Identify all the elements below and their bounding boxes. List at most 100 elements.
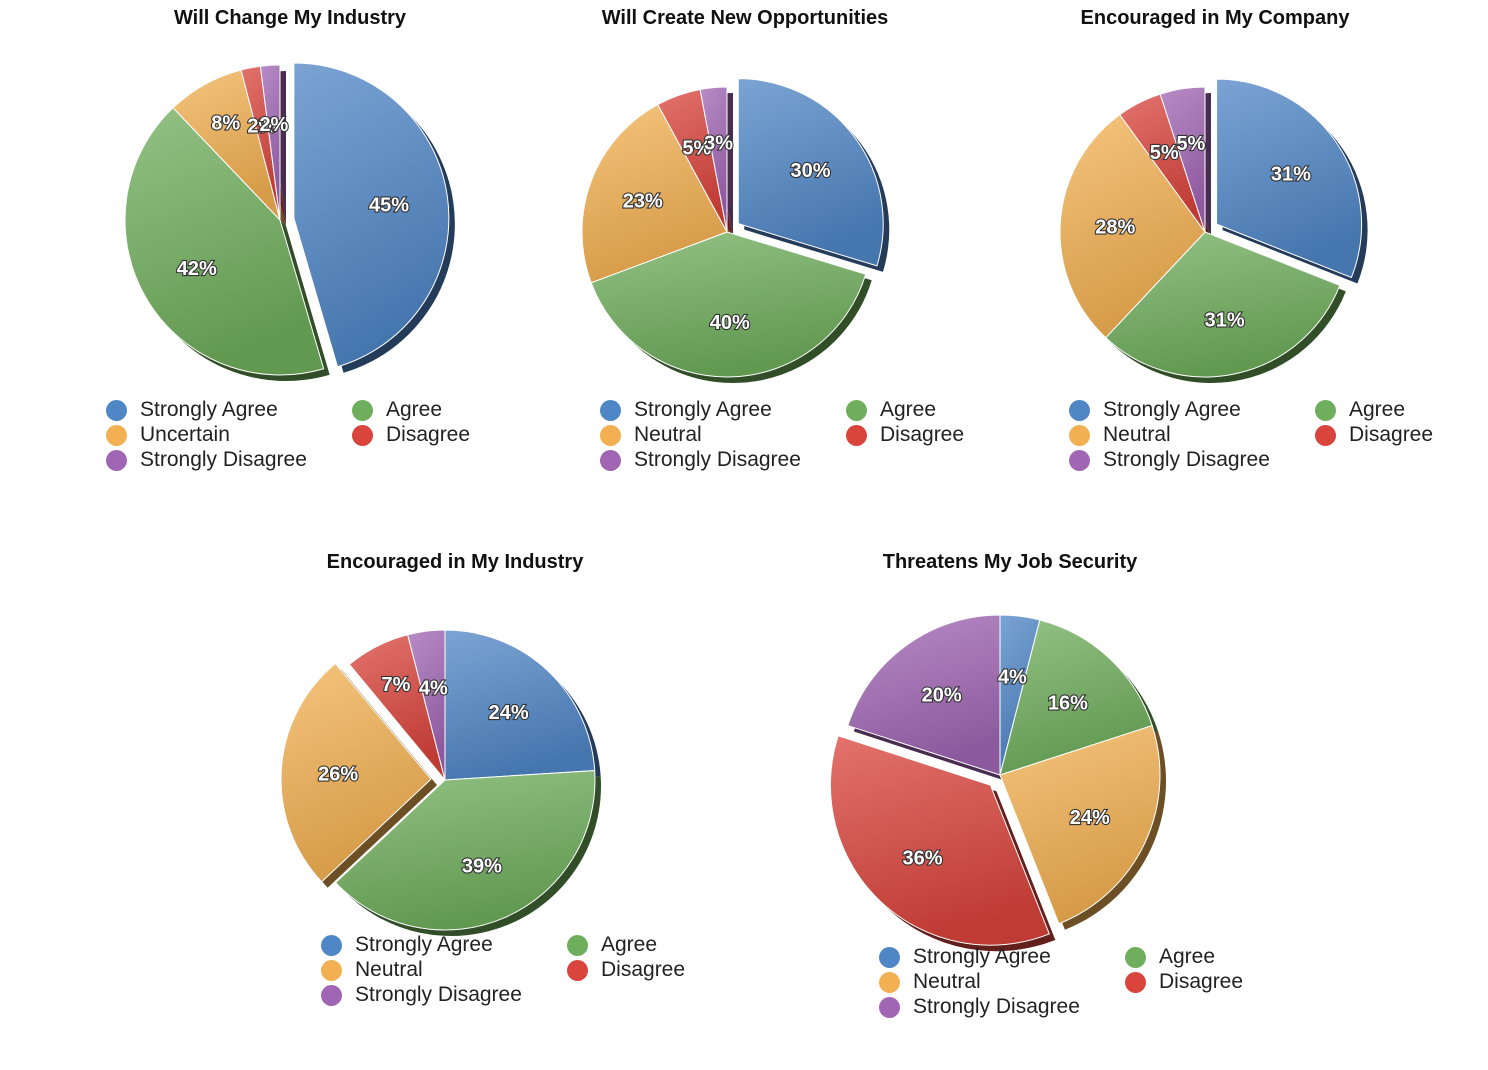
legend-dot-icon [1069, 424, 1090, 446]
legend-item-neutral: Neutral [321, 958, 423, 982]
legend-label: Strongly Disagree [1103, 448, 1270, 471]
chart-title: Will Change My Industry [173, 7, 407, 29]
legend-dot-icon [352, 424, 373, 446]
slice-strongly-disagree [847, 614, 1001, 776]
legend-label: Agree [386, 398, 443, 421]
legend-item-uncertain: Uncertain [106, 423, 230, 447]
slice-neutral [280, 662, 432, 883]
slice-label-strongly-agree: 45% [369, 194, 409, 216]
slice-label-agree: 39% [462, 855, 502, 877]
legend-dot-icon [879, 996, 900, 1018]
slice-strongly-disagree [699, 86, 728, 233]
slice-label-disagree: 2% [247, 116, 276, 138]
legend-dot-icon [1069, 449, 1090, 471]
slice-label-strongly-disagree: 3% [704, 133, 733, 155]
slice-agree [334, 770, 596, 931]
slice-label-strongly-disagree: 4% [419, 678, 448, 700]
legend-item-strongly-disagree: Strongly Disagree [1069, 448, 1270, 472]
legend-dot-icon [106, 449, 127, 471]
legend-label: Uncertain [140, 423, 230, 446]
legend-dot-icon [1069, 399, 1090, 421]
slice-label-neutral: 24% [1070, 807, 1110, 829]
legend-item-strongly-disagree: Strongly Disagree [600, 448, 801, 472]
legend-dot-icon [106, 424, 127, 446]
chart-title: Encouraged in My Industry [326, 551, 584, 573]
legend-item-strongly-agree: Strongly Agree [600, 398, 772, 422]
legend-item-strongly-agree: Strongly Agree [879, 945, 1051, 969]
legend-dot-icon [879, 971, 900, 993]
slice-agree [124, 107, 325, 376]
legend-item-neutral: Neutral [600, 423, 702, 447]
legend-item-agree: Agree [567, 933, 657, 957]
legend-label: Strongly Agree [634, 398, 772, 421]
slice-agree [590, 231, 867, 378]
legend-item-disagree: Disagree [567, 958, 685, 982]
legend-item-disagree: Disagree [352, 423, 470, 447]
legend-item-strongly-disagree: Strongly Disagree [321, 983, 522, 1007]
legend-dot-icon [846, 424, 867, 446]
slice-label-disagree: 36% [902, 848, 942, 870]
legend-dot-icon [600, 424, 621, 446]
slice-label-uncertain: 8% [211, 113, 240, 135]
legend-dot-icon [352, 399, 373, 421]
legend-label: Disagree [386, 423, 471, 446]
legend-dot-icon [1315, 399, 1336, 421]
legend-item-disagree: Disagree [1315, 423, 1433, 447]
legend-item-agree: Agree [1125, 945, 1215, 969]
slice-label-agree: 16% [1048, 693, 1088, 715]
slice-disagree [829, 735, 1050, 946]
legend-dot-icon [106, 399, 127, 421]
legend-label: Neutral [913, 970, 981, 993]
legend-label: Neutral [634, 423, 702, 446]
slice-neutral [999, 724, 1161, 925]
slice-strongly-agree [293, 62, 450, 368]
legend-label: Strongly Agree [355, 933, 493, 956]
slice-strongly-agree [1216, 78, 1363, 279]
legend-item-neutral: Neutral [1069, 423, 1171, 447]
legend-label: Strongly Agree [140, 398, 278, 421]
legend-item-strongly-agree: Strongly Agree [321, 933, 493, 957]
slice-label-strongly-agree: 31% [1271, 164, 1311, 186]
legend-label: Agree [1159, 945, 1216, 968]
legend-dot-icon [321, 959, 342, 981]
slice-label-strongly-disagree: 20% [922, 685, 962, 707]
legend-dot-icon [1125, 946, 1146, 968]
slice-label-disagree: 5% [682, 137, 711, 159]
legend-label: Strongly Agree [913, 945, 1051, 968]
slice-label-agree: 31% [1205, 310, 1245, 332]
slice-strongly-agree [444, 629, 596, 781]
slice-label-strongly-disagree: 5% [1176, 133, 1205, 155]
legend-label: Disagree [1349, 423, 1434, 446]
pie-chart-encouraged-in-my-industry: Encouraged in My Industry 24% 39% 26% 7% 4% … [245, 545, 685, 1015]
slice-label-disagree: 7% [382, 674, 411, 696]
slice-agree [999, 619, 1153, 776]
pie-svg: 30% 40% 23% 5%3% [581, 78, 890, 384]
legend-item-strongly-disagree: Strongly Disagree [879, 995, 1080, 1019]
pie-chart-encouraged-in-my-company: Encouraged in My Company 31% 31% 28% 5% 5% S… [1005, 0, 1433, 490]
legend-dot-icon [600, 399, 621, 421]
slice-strongly-disagree [1159, 86, 1206, 233]
legend-label: Disagree [601, 958, 686, 981]
legend-label: Strongly Disagree [140, 448, 307, 471]
legend-item-agree: Agree [1315, 398, 1405, 422]
slice-strongly-disagree [259, 64, 281, 221]
chart-title: Will Create New Opportunities [601, 7, 889, 29]
pie-svg: 24% 39% 26% 7% 4% [280, 629, 601, 936]
slice-label-agree: 42% [177, 258, 217, 280]
pie-chart-will-change-my-industry: Will Change My Industry 45% 42% 8% 2% 2% Str… [80, 0, 500, 490]
legend-item-disagree: Disagree [1125, 970, 1243, 994]
legend-item-neutral: Neutral [879, 970, 981, 994]
slice-label-disagree: 5% [1150, 142, 1179, 164]
legend-item-strongly-agree: Strongly Agree [1069, 398, 1241, 422]
legend-dot-icon [600, 449, 621, 471]
slice-strongly-disagree [407, 629, 446, 781]
legend-label: Neutral [1103, 423, 1171, 446]
slice-label-neutral: 28% [1095, 216, 1135, 238]
slice-label-neutral: 23% [623, 191, 663, 213]
slice-label-strongly-agree: 24% [489, 702, 529, 724]
legend-item-strongly-agree: Strongly Agree [106, 398, 278, 422]
pie-svg: 31% 31% 28% 5%5% [1059, 78, 1368, 384]
slice-neutral [1059, 113, 1206, 339]
pie-chart-will-create-new-opportunities: Will Create New Opportunities 30% 40% 23% 5… [535, 0, 964, 490]
legend-dot-icon [567, 959, 588, 981]
